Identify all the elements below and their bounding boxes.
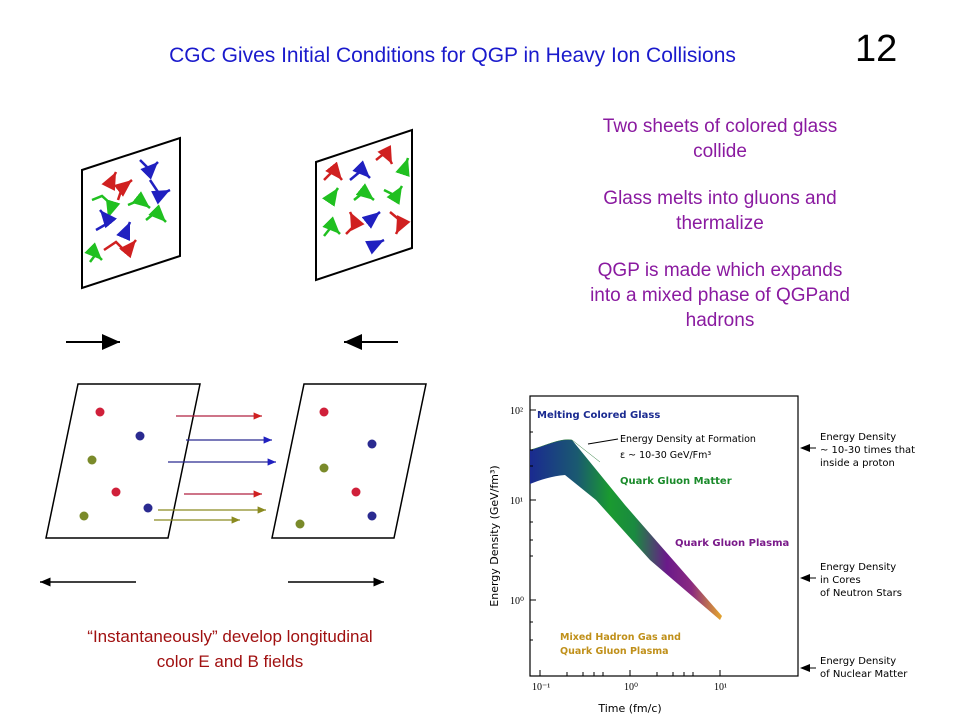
glass-sheet-right	[315, 128, 413, 282]
y-tick-label-10: 10¹	[510, 496, 523, 507]
caption-longitudinal-fields: “Instantaneously” develop longitudinal c…	[87, 627, 373, 671]
bullet-qgp-made: QGP is made which expands into a mixed p…	[590, 260, 850, 331]
y-tick-label-1: 10⁰	[510, 596, 524, 607]
bullet-glass-melts: Glass melts into gluons and thermalize	[603, 188, 837, 234]
label-quark-gluon-plasma: Quark Gluon Plasma	[675, 538, 789, 549]
energy-density-band	[530, 439, 722, 620]
label-mixed-line1: Mixed Hadron Gas and	[560, 632, 681, 643]
side-arrows	[800, 444, 816, 672]
y-tick-label-100: 10²	[510, 406, 523, 417]
label-mixed-line2: Quark Gluon Plasma	[560, 646, 669, 657]
label-formation-line1: Energy Density at Formation	[620, 434, 756, 445]
side-neutron-line3: of Neutron Stars	[820, 588, 902, 599]
slide-number: 12	[855, 28, 898, 70]
side-nuclear-line1: Energy Density	[820, 656, 896, 667]
label-melting-colored-glass: Melting Colored Glass	[537, 410, 660, 421]
y-axis-ticks	[530, 409, 536, 641]
side-nuclear-line2: of Nuclear Matter	[820, 669, 908, 680]
y-axis-label: Energy Density (GeV/fm³)	[488, 465, 501, 606]
slide-title: CGC Gives Initial Conditions for QGP in …	[169, 44, 736, 67]
side-proton-line2: ~ 10-30 times that	[820, 445, 915, 456]
side-proton-line3: inside a proton	[820, 458, 895, 469]
collision-diagram	[40, 128, 427, 587]
color-field-lines	[154, 412, 276, 524]
side-neutron-line1: Energy Density	[820, 562, 896, 573]
bullet-two-sheets: Two sheets of colored glass collide	[602, 116, 838, 162]
side-neutron-line2: in Cores	[820, 575, 861, 586]
plot-frame	[529, 395, 799, 677]
label-formation-line2: ε ~ 10-30 GeV/Fm³	[620, 450, 711, 461]
glass-sheet-bottom-left	[45, 383, 201, 539]
glass-sheet-left	[81, 136, 181, 290]
formation-pointer	[587, 438, 619, 445]
x-axis-label: Time (fm/c)	[597, 702, 661, 715]
x-tick-label-0.1: 10⁻¹	[532, 682, 550, 693]
x-tick-label-1: 10⁰	[624, 682, 638, 693]
label-quark-gluon-matter: Quark Gluon Matter	[620, 476, 732, 487]
side-proton-line1: Energy Density	[820, 432, 896, 443]
x-tick-label-10: 10¹	[714, 682, 727, 693]
glass-sheet-bottom-right	[271, 383, 427, 539]
x-axis-ticks	[539, 670, 721, 676]
